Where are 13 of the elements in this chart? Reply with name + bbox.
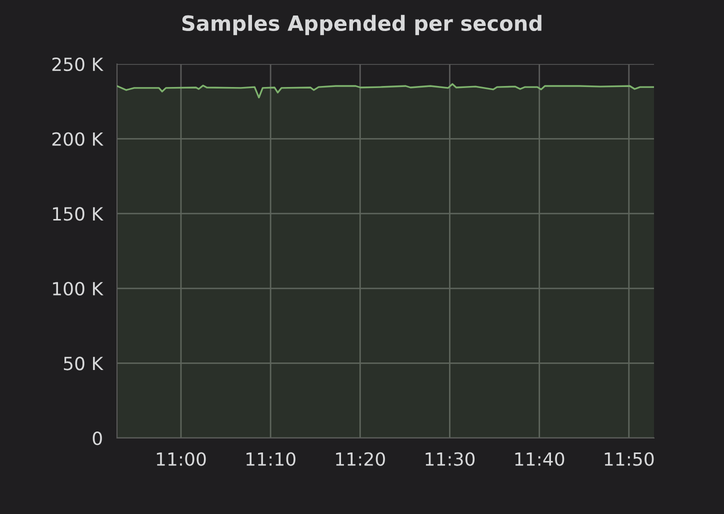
x-tick-label: 11:50 bbox=[604, 452, 654, 466]
x-tick-label: 11:30 bbox=[426, 452, 475, 466]
x-tick-label: 11:10 bbox=[246, 452, 296, 466]
y-tick-label: 0 bbox=[92, 431, 102, 446]
x-tick-label: 11:20 bbox=[336, 452, 385, 466]
y-tick-label: 200 K bbox=[52, 132, 104, 146]
x-tick-label: 11:40 bbox=[515, 452, 564, 466]
y-tick-label: 50 K bbox=[64, 356, 104, 370]
y-tick-label: 150 K bbox=[53, 207, 104, 221]
y-tick-label: 100 K bbox=[53, 282, 104, 296]
y-tick-label: 250 K bbox=[52, 57, 104, 72]
x-tick-label: 11:00 bbox=[156, 452, 206, 466]
chart-title: Samples Appended per second bbox=[182, 14, 542, 36]
